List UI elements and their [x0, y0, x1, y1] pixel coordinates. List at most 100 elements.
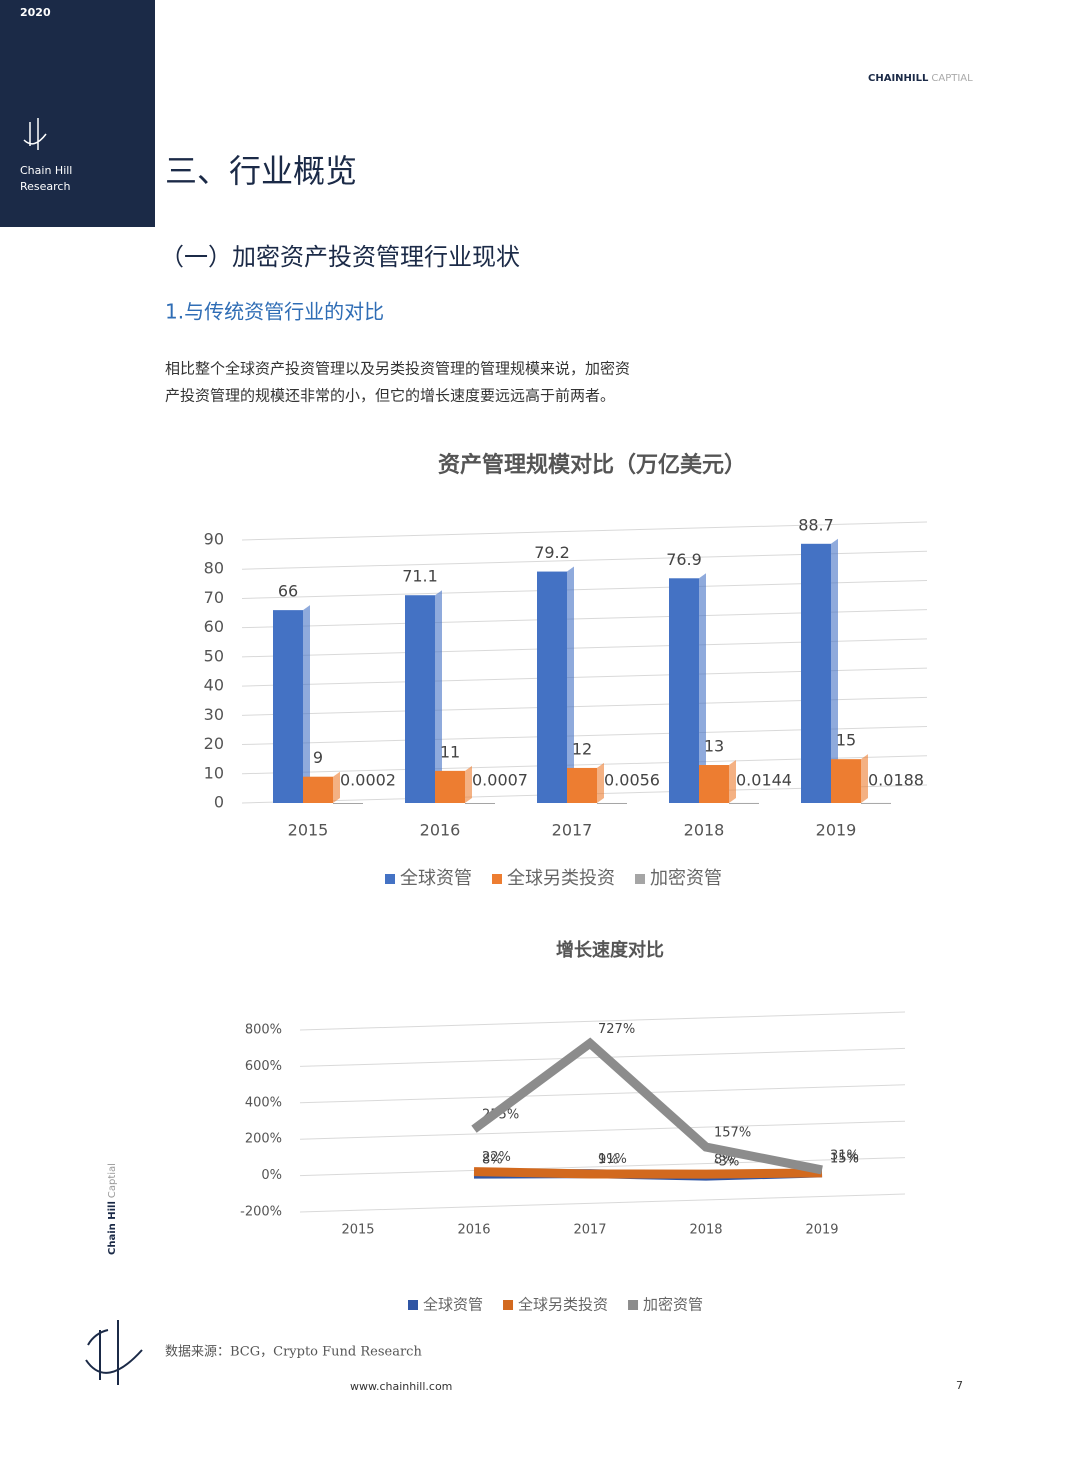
legend-label: 全球资管 — [423, 1296, 483, 1314]
bar — [465, 802, 495, 804]
value-label: 0.0002 — [340, 770, 396, 789]
y-tick-label: 60 — [204, 617, 224, 636]
value-label: 8% — [714, 1153, 735, 1168]
legend-label: 加密资管 — [650, 868, 722, 889]
legend-label: 全球另类投资 — [507, 868, 615, 889]
chart-title: 资产管理规模对比（万亿美元） — [438, 452, 746, 478]
legend-label: 全球资管 — [400, 868, 472, 889]
source: 数据来源：BCG，Crypto Fund Research — [165, 1345, 422, 1360]
bar — [597, 802, 627, 804]
bar — [435, 770, 465, 803]
bar-side — [567, 566, 574, 803]
value-label: 157% — [714, 1126, 751, 1141]
section-title: 三、行业概览 — [165, 152, 357, 190]
side-bold: Chain Hill — [107, 1201, 118, 1255]
chart-title: 增长速度对比 — [556, 939, 664, 961]
y-tick-label: 30 — [204, 705, 224, 724]
legend-swatch — [503, 1300, 514, 1310]
legend-swatch — [635, 874, 645, 884]
value-label: 11 — [440, 742, 460, 761]
subsection-title: （一）加密资产投资管理行业现状 — [160, 243, 520, 271]
side-label: Chain Hill Captial — [107, 1163, 118, 1255]
value-label: 31% — [830, 1148, 859, 1163]
bar-side — [627, 797, 634, 803]
header-logo: CHAINHILL CAPTIAL — [868, 73, 973, 84]
bar — [831, 759, 861, 803]
value-label: 22% — [482, 1150, 511, 1165]
value-label: 88.7 — [798, 515, 834, 534]
bar-side — [729, 760, 736, 803]
value-label: 0.0144 — [736, 770, 792, 789]
y-tick-label: 600% — [245, 1059, 282, 1074]
website: www.chainhill.com — [350, 1380, 452, 1393]
footer-logo — [85, 1320, 143, 1385]
value-label: 11% — [598, 1152, 627, 1167]
y-tick-label: 80 — [204, 559, 224, 578]
bar-side — [465, 765, 472, 803]
y-tick-label: 0% — [261, 1168, 282, 1183]
value-label: 13 — [704, 737, 724, 756]
bar — [405, 595, 435, 803]
year: 2020 — [20, 6, 51, 19]
grid-line — [299, 1157, 906, 1177]
brand-line: Research — [20, 180, 70, 193]
value-label: 66 — [278, 582, 298, 601]
value-label: 79.2 — [534, 543, 570, 562]
heading: 1.与传统资管行业的对比 — [165, 300, 384, 324]
bar-side — [759, 797, 766, 803]
side-light: Captial — [107, 1163, 118, 1198]
x-tick-label: 2018 — [689, 1223, 722, 1238]
x-tick-label: 2018 — [684, 821, 725, 840]
bar — [861, 802, 891, 804]
bar-side — [435, 590, 442, 803]
bar-side — [303, 605, 310, 803]
bar — [537, 571, 567, 803]
sidebar — [0, 0, 155, 227]
x-tick-label: 2015 — [288, 821, 329, 840]
bar — [699, 765, 729, 803]
x-tick-label: 2017 — [552, 821, 593, 840]
y-tick-label: 0 — [214, 793, 224, 812]
legend-swatch — [492, 874, 502, 884]
value-label: 76.9 — [666, 550, 702, 569]
paragraph-line: 产投资管理的规模还非常的小，但它的增长速度要远远高于前两者。 — [165, 387, 615, 405]
brand-line: Chain Hill — [20, 164, 72, 177]
bar-side — [831, 538, 838, 803]
y-tick-label: 90 — [204, 530, 224, 549]
y-tick-label: 800% — [245, 1023, 282, 1038]
y-tick-label: 20 — [204, 734, 224, 753]
x-tick-label: 2017 — [573, 1223, 606, 1238]
legend-swatch — [408, 1300, 418, 1310]
y-tick-label: -200% — [240, 1205, 282, 1220]
y-tick-label: 50 — [204, 646, 224, 665]
value-label: 8% — [482, 1153, 503, 1168]
y-tick-label: 40 — [204, 676, 224, 695]
y-tick-label: 70 — [204, 588, 224, 607]
bar — [273, 610, 303, 803]
bar-side — [495, 797, 502, 803]
value-label: 0.0007 — [472, 770, 528, 789]
value-label: 9 — [313, 748, 323, 767]
bar — [567, 767, 597, 803]
value-label: 727% — [598, 1022, 635, 1037]
bar-side — [891, 797, 898, 803]
grid-line — [299, 1084, 906, 1104]
x-tick-label: 2019 — [816, 821, 857, 840]
grid-line — [299, 1193, 906, 1213]
legend-swatch — [628, 1300, 639, 1310]
value-label: 0.0056 — [604, 770, 660, 789]
value-label: 15% — [830, 1151, 859, 1166]
bar — [303, 776, 333, 803]
x-tick-label: 2016 — [457, 1223, 490, 1238]
grid-line — [241, 521, 928, 541]
x-tick-label: 2015 — [341, 1223, 374, 1238]
value-label: 12 — [572, 739, 592, 758]
value-label: 15% — [830, 1151, 859, 1166]
paragraph-line: 相比整个全球资产投资管理以及另类投资管理的管理规模来说，加密资 — [165, 360, 630, 378]
value-label: 15 — [836, 731, 856, 750]
line — [471, 1037, 823, 1175]
y-tick-label: 200% — [245, 1132, 282, 1147]
value-label: -3% — [714, 1155, 739, 1170]
bar-side — [597, 762, 604, 803]
